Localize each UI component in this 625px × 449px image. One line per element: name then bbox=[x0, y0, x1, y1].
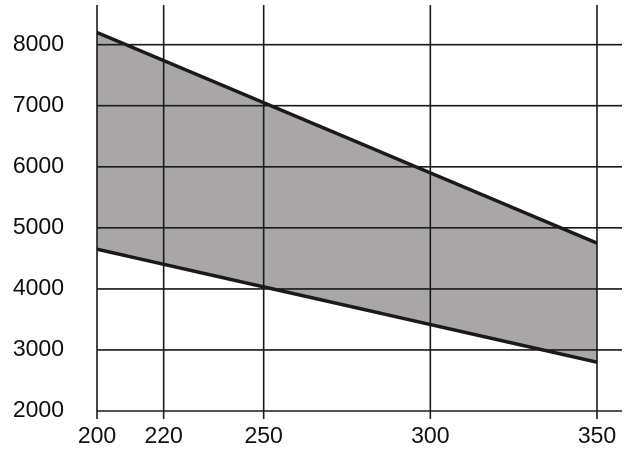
y-tick-label: 2000 bbox=[13, 396, 64, 422]
y-tick-label: 5000 bbox=[13, 213, 64, 239]
y-tick-label: 3000 bbox=[13, 335, 64, 361]
y-tick-label: 4000 bbox=[13, 274, 64, 300]
upper-line bbox=[96, 30, 598, 245]
x-tick-label: 200 bbox=[78, 422, 116, 448]
x-tick-label: 220 bbox=[144, 422, 182, 448]
lower-line bbox=[96, 247, 598, 364]
x-tick-label: 350 bbox=[578, 422, 616, 448]
y-tick-label: 6000 bbox=[13, 152, 64, 178]
y-tick-label: 8000 bbox=[13, 30, 64, 56]
band-fill bbox=[97, 32, 597, 363]
x-tick-label: 300 bbox=[411, 422, 449, 448]
x-tick-label: 250 bbox=[244, 422, 282, 448]
y-tick-label: 7000 bbox=[13, 91, 64, 117]
